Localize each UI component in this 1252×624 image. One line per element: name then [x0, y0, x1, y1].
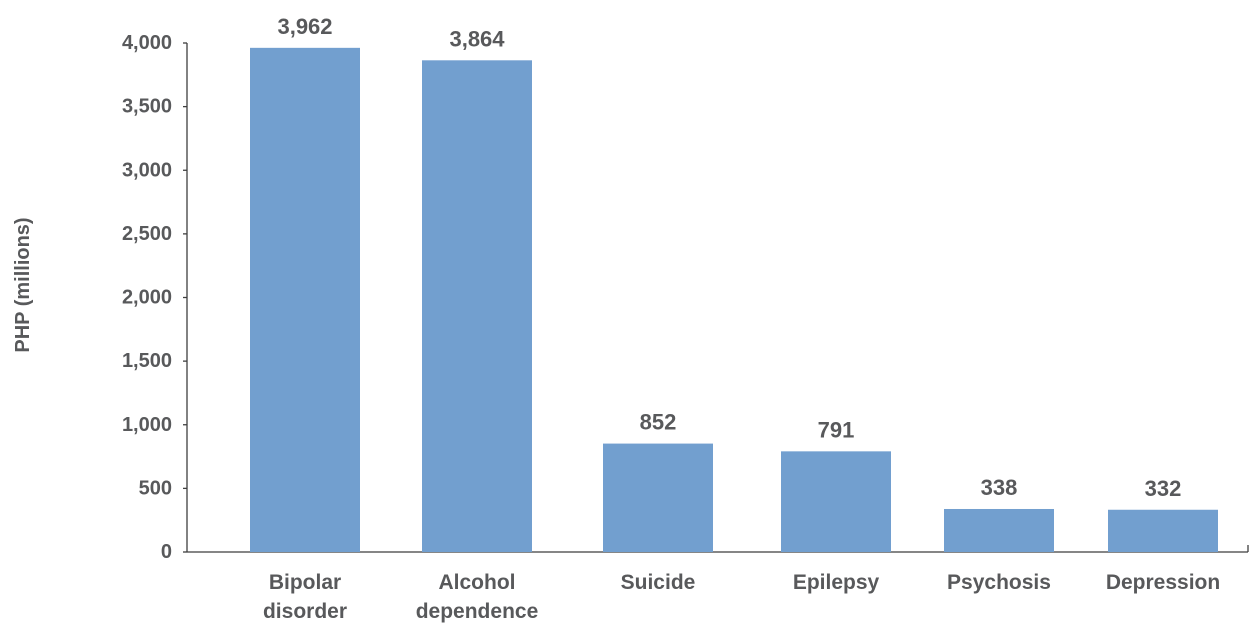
bar [603, 443, 713, 552]
bar-value-label: 3,962 [277, 14, 332, 39]
category-labels: Bipolar disorder Alcohol dependence Suicide E… [263, 571, 1220, 623]
bar [944, 508, 1054, 552]
y-tick-label: 4,000 [122, 32, 172, 54]
bar-value-label: 338 [981, 475, 1018, 500]
y-tick-label: 1,500 [122, 350, 172, 372]
category-label: Suicide [621, 571, 696, 594]
category-label: Bipolar disorder [263, 571, 347, 623]
bar [250, 47, 360, 552]
bar-value-label: 791 [818, 417, 855, 442]
y-tick-label: 3,500 [122, 96, 172, 118]
category-label-line: disorder [263, 600, 347, 623]
y-tick-label: 3,000 [122, 159, 172, 181]
y-axis: 0 500 1,000 1,500 2,000 2,500 3,000 3,500 4,000 [122, 32, 188, 563]
category-label-line: dependence [416, 600, 539, 623]
category-label-line: Bipolar [269, 571, 341, 594]
bar-value-label: 3,864 [449, 26, 505, 51]
category-label-line: Suicide [621, 571, 696, 594]
category-label: Epilepsy [793, 571, 880, 594]
category-label-line: Alcohol [439, 571, 516, 594]
bar-value-label: 852 [640, 410, 677, 435]
category-label: Alcohol dependence [416, 571, 539, 623]
value-labels: 3,962 3,864 852 791 338 332 [277, 14, 1181, 501]
category-label-line: Epilepsy [793, 571, 880, 594]
bar [422, 60, 532, 552]
bar [1108, 509, 1218, 552]
bar [781, 451, 891, 552]
y-axis-title: PHP (millions) [12, 217, 34, 352]
category-label-line: Psychosis [947, 571, 1051, 594]
category-label-line: Depression [1106, 571, 1220, 594]
y-tick-label: 1,000 [122, 414, 172, 436]
category-label: Depression [1106, 571, 1220, 594]
y-tick-label: 500 [139, 477, 172, 499]
bar-value-label: 332 [1145, 476, 1182, 501]
bars [250, 47, 1218, 552]
y-tick-label: 2,000 [122, 287, 172, 309]
y-tick-label: 0 [161, 541, 172, 563]
category-label: Psychosis [947, 571, 1051, 594]
y-tick-label: 2,500 [122, 223, 172, 245]
x-axis [187, 545, 1249, 553]
